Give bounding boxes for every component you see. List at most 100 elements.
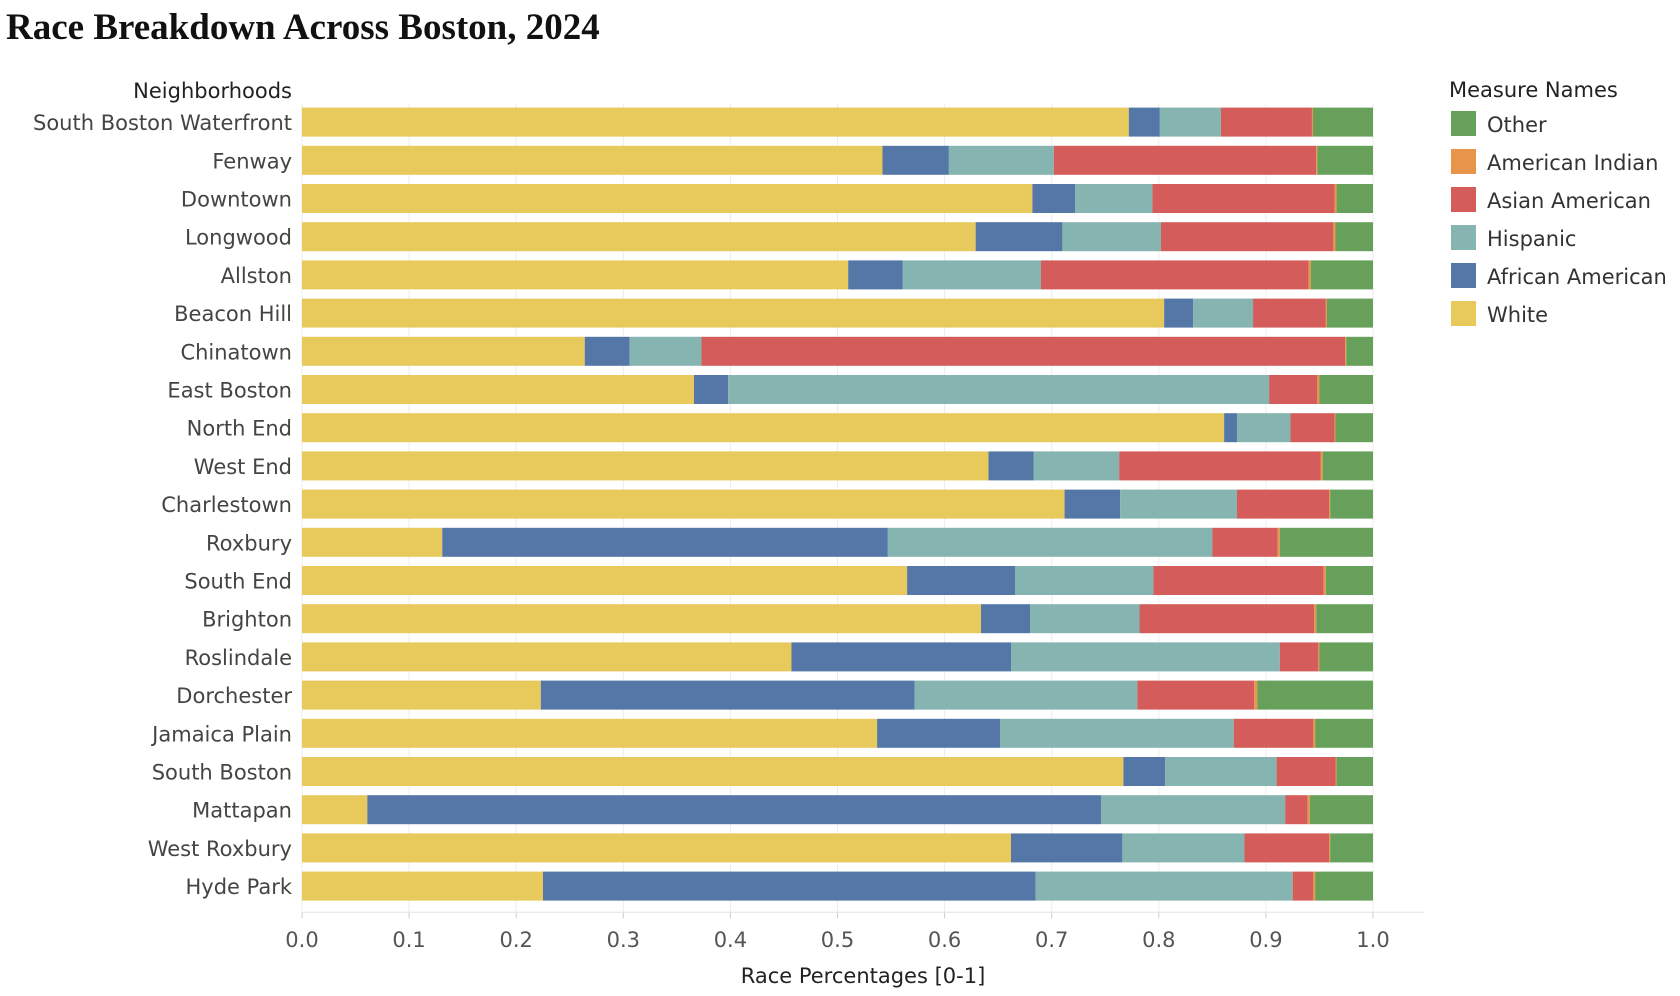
bar-segment: [302, 260, 849, 290]
bar-segment: [302, 413, 1225, 443]
bar-segment: [1317, 145, 1373, 175]
bar-segment: [540, 680, 915, 710]
bar-segment: [1119, 451, 1321, 481]
bar-segment: [584, 336, 630, 366]
row-labels: South Boston Waterfront Fenway Downtown Lon…: [33, 111, 293, 899]
bar-segment: [975, 222, 1063, 252]
bar-segment: [1334, 413, 1336, 443]
bar-segment: [302, 527, 443, 557]
x-tick-label: 0.3: [607, 928, 640, 952]
bar-segment: [1285, 795, 1308, 825]
bar-segment: [1313, 107, 1373, 137]
bar-segment: [302, 642, 792, 672]
row-label: South Boston: [152, 761, 292, 785]
bar-segment: [302, 145, 883, 175]
row-label: Fenway: [212, 149, 292, 173]
bar-segment: [1345, 336, 1347, 366]
x-tick-label: 0.0: [285, 928, 318, 952]
x-tick-label: 0.7: [1035, 928, 1068, 952]
bar-segment: [1137, 680, 1255, 710]
row-label: Mattapan: [192, 799, 292, 823]
legend-label: White: [1487, 303, 1548, 327]
bar-segment: [302, 566, 908, 595]
bar-segment: [1329, 489, 1331, 519]
bar-segment: [1322, 451, 1373, 481]
bar-segment: [1064, 489, 1121, 519]
bar-segment: [1035, 871, 1293, 901]
bar-segment: [1279, 642, 1319, 672]
bar-segment: [1233, 718, 1314, 748]
bar-segment: [1253, 298, 1326, 328]
bar-segment: [1320, 451, 1323, 481]
bar-segment: [1316, 145, 1318, 175]
bar-segment: [1244, 833, 1330, 863]
x-tick-label: 0.8: [1142, 928, 1175, 952]
row-label: South Boston Waterfront: [33, 111, 292, 135]
bar-segment: [1128, 107, 1160, 137]
bar-segment: [1317, 375, 1320, 404]
legend-label: Hispanic: [1487, 227, 1576, 251]
bar-segment: [1153, 566, 1324, 595]
bar-segment: [1334, 184, 1337, 213]
bar-segment: [1193, 298, 1254, 328]
bar-segment: [302, 107, 1129, 137]
bar-segment: [442, 527, 888, 557]
bar-segment: [302, 718, 878, 748]
row-label: North End: [187, 417, 292, 441]
x-tick-label: 0.5: [821, 928, 854, 952]
bar-segment: [1236, 413, 1291, 443]
bar-segment: [302, 757, 1124, 786]
row-label: West End: [194, 455, 292, 479]
bar-segment: [1326, 298, 1373, 328]
chart-title: Race Breakdown Across Boston, 2024: [6, 7, 600, 48]
bar-segment: [1325, 566, 1373, 595]
bar-segment: [914, 680, 1138, 710]
legend-swatch: [1451, 263, 1476, 288]
x-tick-label: 0.6: [928, 928, 961, 952]
bar-segment: [1100, 795, 1286, 825]
row-label: Hyde Park: [185, 875, 292, 899]
bar-segment: [1323, 566, 1326, 595]
bar-segment: [302, 871, 543, 901]
row-label: Chinatown: [180, 340, 292, 364]
bar-segment: [1160, 222, 1334, 252]
row-label: Beacon Hill: [174, 302, 292, 326]
legend-label: Asian American: [1487, 189, 1651, 213]
bar-segment: [302, 222, 976, 252]
row-label: Allston: [221, 264, 292, 288]
bar-segment: [988, 451, 1034, 481]
bar-segment: [1313, 871, 1316, 901]
bar-segment: [882, 145, 949, 175]
bar-segment: [1292, 871, 1314, 901]
bar-segment: [302, 375, 694, 404]
bar-segment: [701, 336, 1346, 366]
bar-segment: [1277, 527, 1280, 557]
bar-segment: [1316, 604, 1373, 634]
row-label: East Boston: [167, 379, 292, 403]
x-axis: 0.0 0.1 0.2 0.3 0.4 0.5 0.6 0.7 0.8 0.9 1.0: [285, 911, 1424, 952]
bar-segment: [1224, 413, 1237, 443]
bar-segment: [693, 375, 729, 404]
bar-segment: [302, 451, 989, 481]
bar-segment: [981, 604, 1031, 634]
bar-segment: [1315, 718, 1373, 748]
bar-segment: [1308, 260, 1311, 290]
bar-segment: [1329, 833, 1331, 863]
bar-segment: [1212, 527, 1278, 557]
bar-segment: [1336, 184, 1373, 213]
bar-segment: [302, 604, 982, 634]
bar-segment: [1062, 222, 1161, 252]
bar-segment: [1310, 260, 1373, 290]
bar-segment: [1257, 680, 1373, 710]
legend-swatch: [1451, 225, 1476, 250]
bar-segment: [1346, 336, 1373, 366]
bar-segment: [1033, 451, 1120, 481]
bar-segment: [1315, 871, 1373, 901]
legend-label: American Indian: [1487, 151, 1658, 175]
bar-segment: [302, 680, 541, 710]
bar-segment: [302, 336, 585, 366]
bar-segment: [1314, 604, 1317, 634]
row-label: Longwood: [185, 226, 292, 250]
bar-segment: [1236, 489, 1330, 519]
